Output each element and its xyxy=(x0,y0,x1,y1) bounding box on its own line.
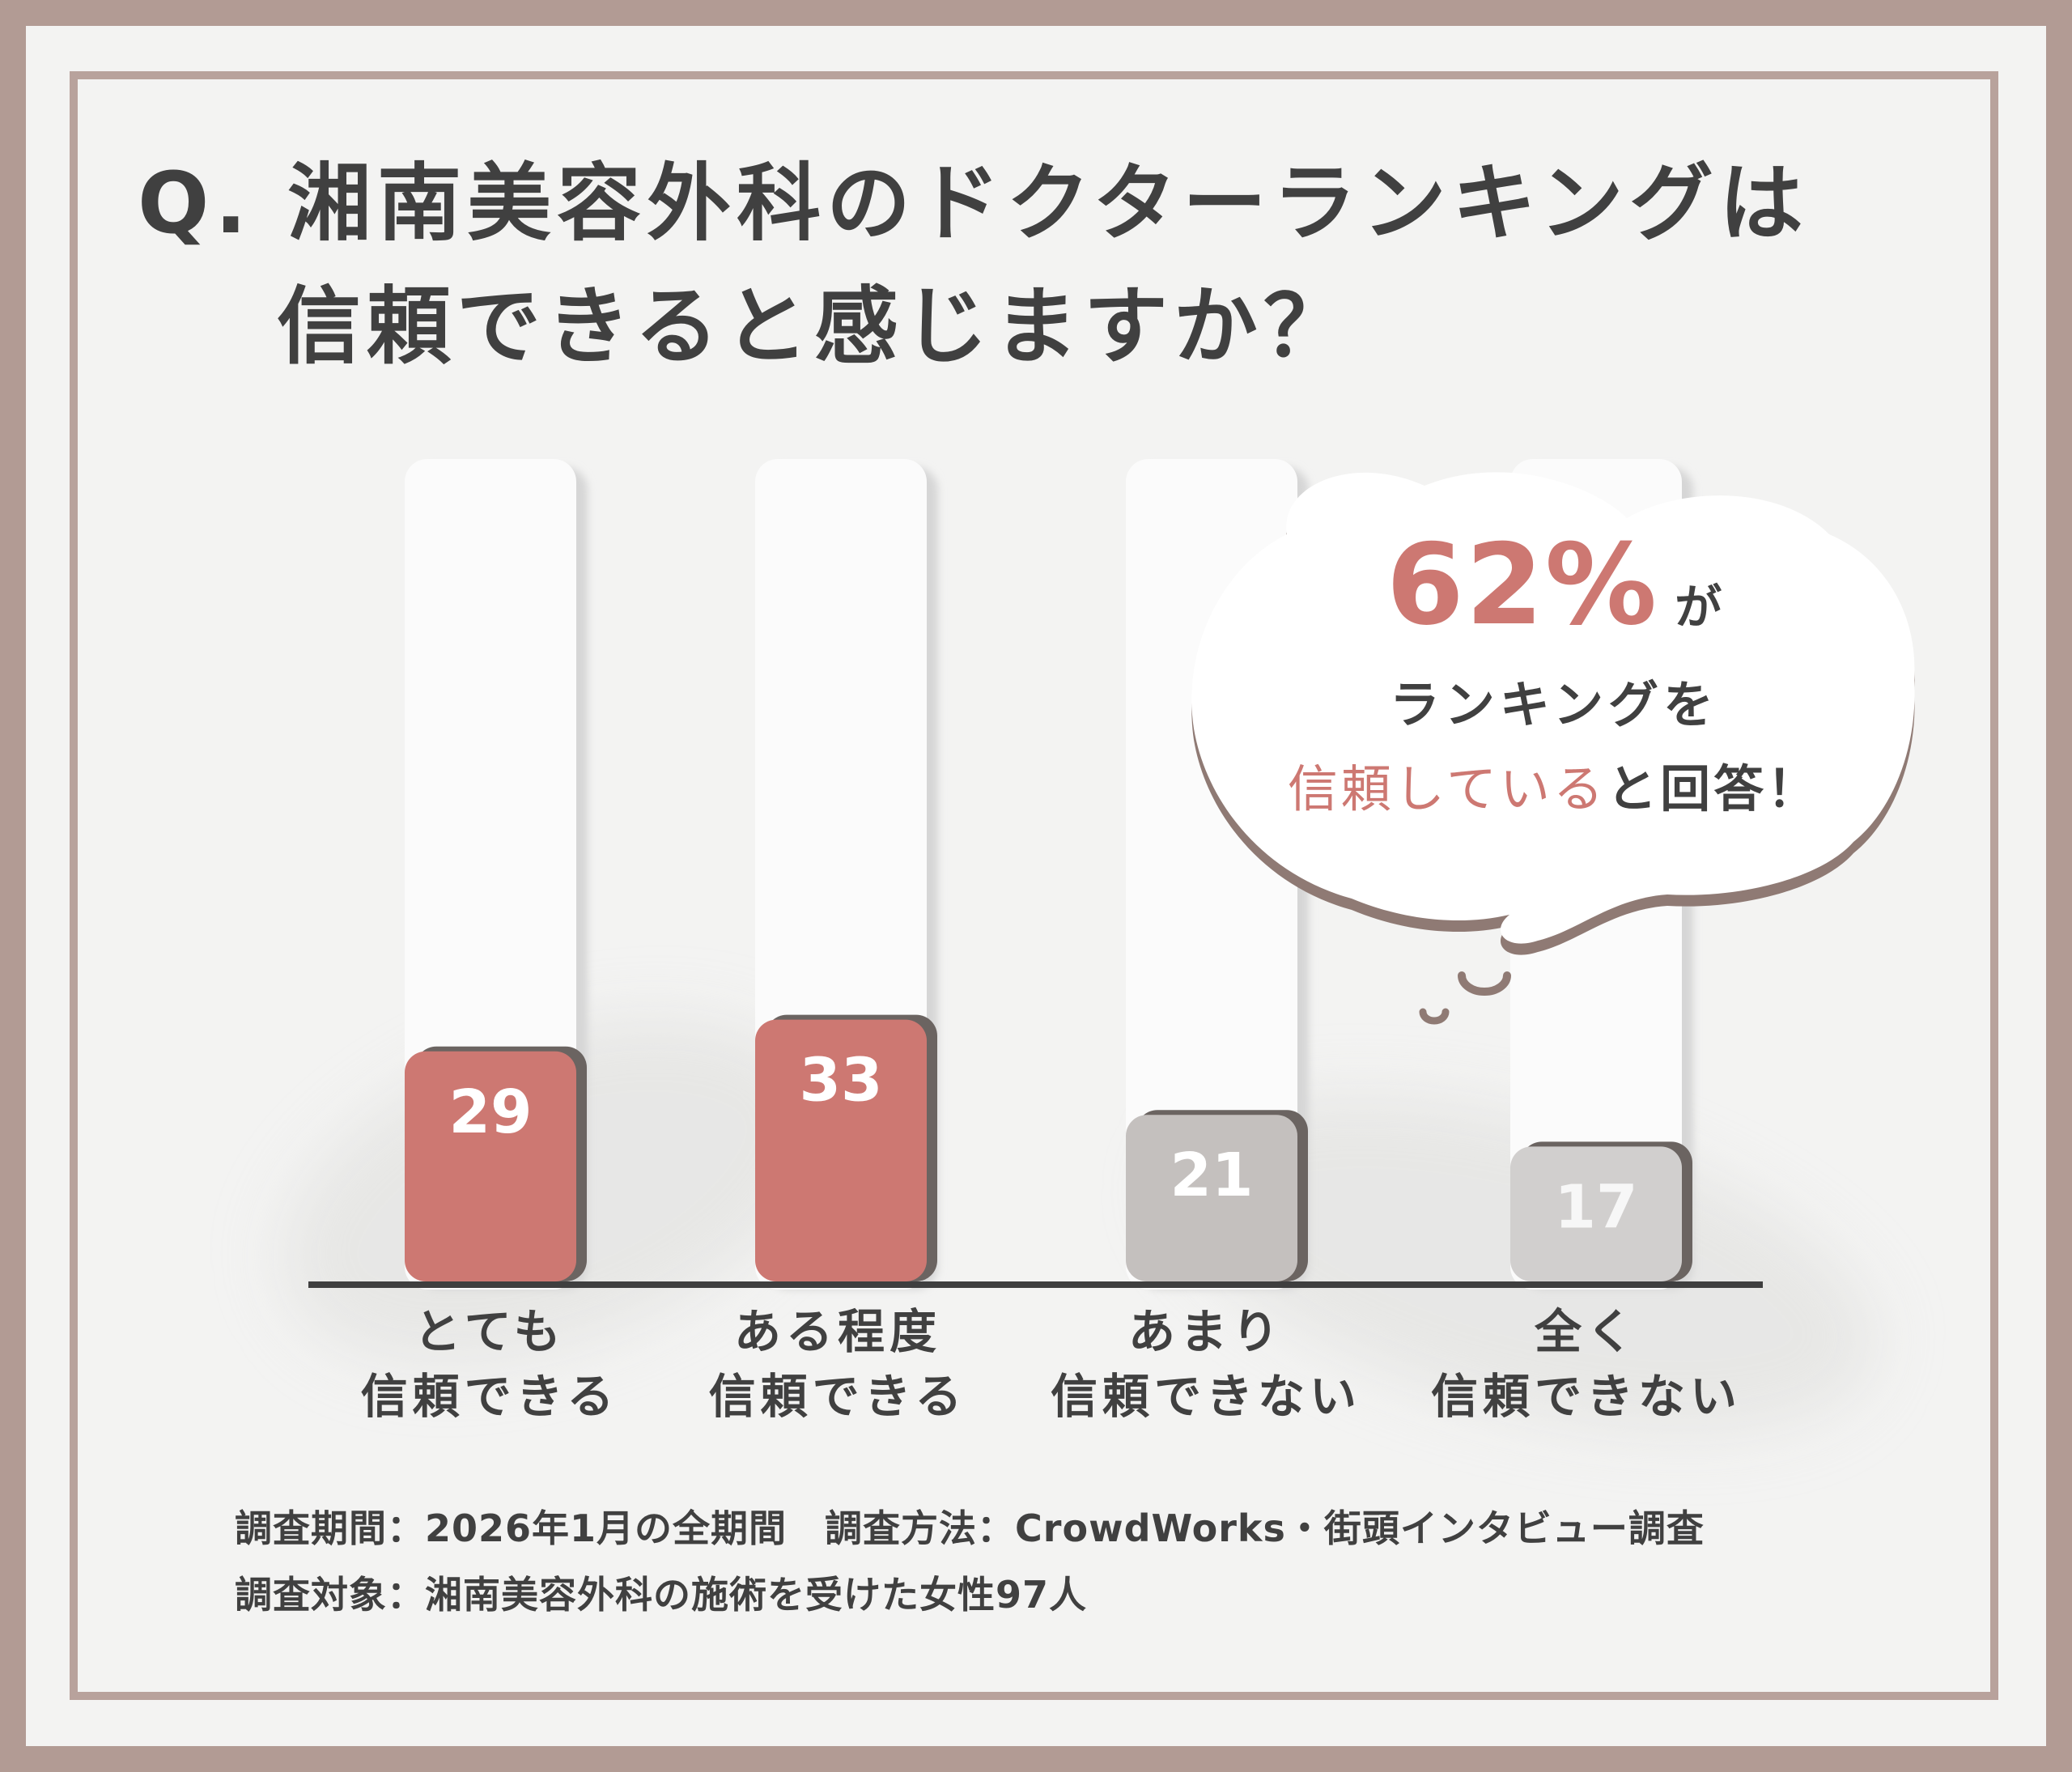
bar-value-label: 33 xyxy=(800,1046,883,1115)
x-axis-label-3: あまり 信頼できない xyxy=(1036,1299,1376,1429)
bar xyxy=(1126,1115,1297,1281)
x-axis-label-4-line-2: 信頼できない xyxy=(1430,1369,1742,1424)
x-axis-label-1-line-1: とても xyxy=(414,1304,566,1359)
x-axis-label-2-line-2: 信頼できる xyxy=(708,1369,967,1424)
x-axis-label-3-line-1: あまり xyxy=(1127,1304,1284,1359)
x-axis-label-1: とても 信頼できる xyxy=(320,1299,660,1429)
callout-bubble xyxy=(1191,472,1915,944)
bar xyxy=(405,1051,576,1281)
bar xyxy=(755,1019,927,1281)
bar-value-label: 17 xyxy=(1555,1172,1638,1242)
bar xyxy=(1510,1146,1682,1281)
callout-percent-line: 62% が xyxy=(1190,525,1918,668)
x-axis-label-2-line-1: ある程度 xyxy=(733,1304,941,1359)
x-axis-label-4-line-1: 全く xyxy=(1534,1304,1638,1359)
callout-line-2: 信頼していると回答！ xyxy=(1190,753,1918,826)
callout-tail: と回答！ xyxy=(1607,759,1821,818)
inner-frame xyxy=(70,71,1998,1700)
callout-highlight: 信頼している xyxy=(1287,759,1607,818)
callout-percent: 62% xyxy=(1386,520,1659,650)
survey-footnote-1: 調査期間：2026年1月の全期間 調査方法：CrowdWorks・街頭インタビュ… xyxy=(235,1506,1705,1550)
survey-footnote-2: 調査対象：湘南美容外科の施術を受けた女性97人 xyxy=(235,1573,1088,1617)
callout-percent-suffix: が xyxy=(1675,580,1722,635)
x-axis-label-3-line-2: 信頼できない xyxy=(1050,1369,1361,1424)
bar-value-label: 21 xyxy=(1170,1141,1254,1210)
title-line-1: Q. 湘南美容外科のドクターランキングは xyxy=(138,154,1809,253)
title-line-2: 信頼できると感じますか？ xyxy=(277,277,1353,376)
x-axis-label-1-line-2: 信頼できる xyxy=(360,1369,619,1424)
x-axis-label-2: ある程度 信頼できる xyxy=(668,1299,1008,1429)
x-axis-label-4: 全く 信頼できない xyxy=(1416,1299,1756,1429)
thought-dot-large xyxy=(1458,971,1511,996)
bar-value-label: 29 xyxy=(449,1077,533,1147)
callout-line-1: ランキングを xyxy=(1389,675,1719,734)
thought-dot-small xyxy=(1419,1008,1450,1025)
chart-title: Q. 湘南美容外科のドクターランキングは 信頼できると感じますか？ xyxy=(138,142,1809,388)
